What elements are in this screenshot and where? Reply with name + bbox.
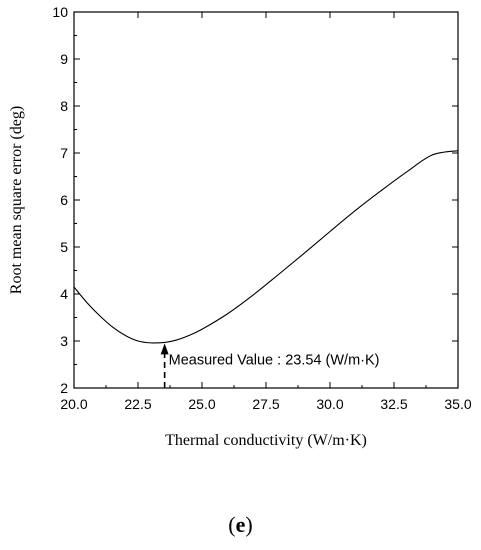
panel-label: (e) (228, 512, 253, 537)
panel-label-letter: e (235, 512, 246, 537)
y-tick-label: 7 (60, 145, 68, 161)
y-tick-label: 10 (52, 4, 68, 20)
plot-frame (73, 11, 459, 389)
x-tick-label: 20.0 (60, 396, 87, 412)
x-tick-label: 30.0 (316, 396, 343, 412)
y-tick-label: 6 (60, 192, 68, 208)
y-tick-label: 8 (60, 98, 68, 114)
y-tick-label: 5 (60, 239, 68, 255)
y-tick-label: 2 (60, 380, 68, 396)
x-tick-label: 32.5 (380, 396, 407, 412)
x-axis-title: Thermal conductivity (W/m·K) (165, 432, 367, 449)
measured-value-arrowhead (160, 343, 169, 355)
measured-value-annotation: Measured Value : 23.54 (W/m·K) (169, 352, 380, 368)
x-tick-label: 22.5 (124, 396, 151, 412)
x-tick-label: 25.0 (188, 396, 215, 412)
x-tick-label: 27.5 (252, 396, 279, 412)
tick-marks (73, 11, 459, 389)
tick-labels: 20.0 22.5 25.0 27.5 30.0 32.5 35.0 2 3 4 5 6 7 8 9 10 (52, 4, 471, 412)
y-tick-label: 3 (60, 333, 68, 349)
rmse-chart: 20.0 22.5 25.0 27.5 30.0 32.5 35.0 2 3 4 5 6 7 8 9 10 M… (8, 4, 472, 449)
y-axis-title: Root mean square error (deg) (8, 106, 25, 294)
rmse-curve (73, 150, 459, 344)
x-tick-label: 35.0 (444, 396, 471, 412)
y-tick-label: 4 (60, 286, 68, 302)
y-tick-label: 9 (60, 51, 68, 67)
